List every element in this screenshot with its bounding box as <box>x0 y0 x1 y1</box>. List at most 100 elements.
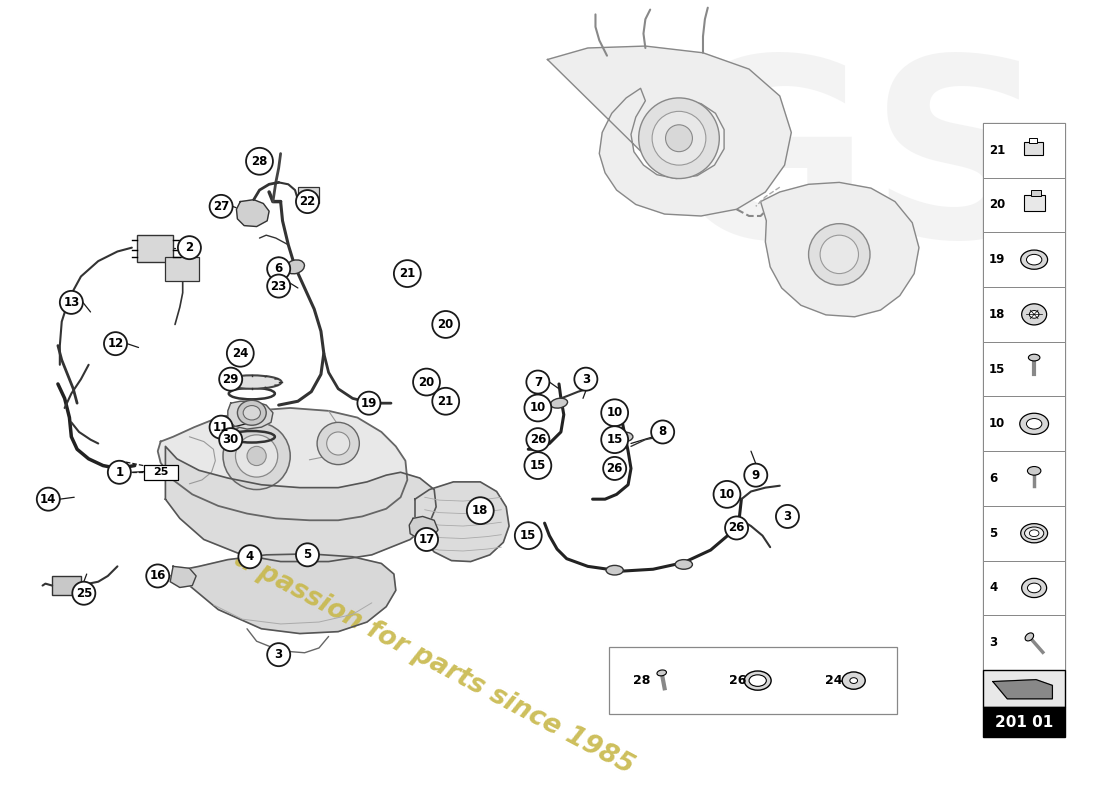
Text: 16: 16 <box>150 570 166 582</box>
Bar <box>144 465 178 480</box>
Text: 15: 15 <box>520 529 537 542</box>
Circle shape <box>246 148 273 174</box>
Circle shape <box>415 528 438 551</box>
Text: 22: 22 <box>299 195 316 208</box>
Polygon shape <box>157 408 407 520</box>
Circle shape <box>267 258 290 280</box>
Polygon shape <box>228 402 273 429</box>
Text: 4: 4 <box>989 582 998 594</box>
Bar <box>1024 195 1045 210</box>
Text: 21: 21 <box>438 394 454 408</box>
Bar <box>609 647 896 714</box>
Circle shape <box>745 464 768 486</box>
Text: 3: 3 <box>275 648 283 661</box>
Text: 10: 10 <box>719 488 735 501</box>
Text: 3: 3 <box>783 510 792 523</box>
Circle shape <box>466 498 494 524</box>
Text: 29: 29 <box>222 373 239 386</box>
Circle shape <box>603 457 626 480</box>
Ellipse shape <box>1028 354 1040 361</box>
Circle shape <box>358 392 381 414</box>
Ellipse shape <box>550 398 568 408</box>
Text: 201 01: 201 01 <box>996 715 1053 730</box>
Circle shape <box>146 565 169 587</box>
Bar <box>165 258 199 282</box>
Circle shape <box>821 235 858 274</box>
Text: 18: 18 <box>472 504 488 517</box>
Circle shape <box>652 111 706 165</box>
Text: 28: 28 <box>251 154 267 168</box>
Bar <box>983 615 1065 670</box>
Bar <box>52 576 81 595</box>
Text: GS: GS <box>664 47 1049 289</box>
Text: 26: 26 <box>728 522 745 534</box>
Text: 27: 27 <box>213 200 229 213</box>
Text: 6: 6 <box>989 472 998 485</box>
Circle shape <box>776 505 799 528</box>
Text: 15: 15 <box>606 433 623 446</box>
Circle shape <box>210 416 232 438</box>
Bar <box>983 561 1065 615</box>
Ellipse shape <box>1030 530 1040 537</box>
Text: 10: 10 <box>606 406 623 419</box>
Bar <box>983 287 1065 342</box>
Text: 17: 17 <box>418 533 434 546</box>
Text: 1: 1 <box>116 466 123 478</box>
Bar <box>1030 138 1037 142</box>
Text: 26: 26 <box>606 462 623 475</box>
Text: 25: 25 <box>153 467 168 478</box>
Ellipse shape <box>606 566 624 575</box>
Bar <box>983 123 1065 178</box>
Ellipse shape <box>1020 414 1048 434</box>
Text: 24: 24 <box>825 674 843 687</box>
Ellipse shape <box>843 672 866 690</box>
Bar <box>983 178 1065 232</box>
Text: 5: 5 <box>304 548 311 562</box>
Text: 11: 11 <box>213 421 229 434</box>
Ellipse shape <box>1021 250 1047 270</box>
Ellipse shape <box>286 260 305 274</box>
Text: 5: 5 <box>989 526 998 540</box>
Circle shape <box>235 435 277 477</box>
Circle shape <box>714 481 740 508</box>
Circle shape <box>432 311 459 338</box>
Text: 26: 26 <box>530 433 546 446</box>
Circle shape <box>808 224 870 285</box>
Bar <box>1032 190 1041 196</box>
Text: 28: 28 <box>632 674 650 687</box>
Circle shape <box>227 340 254 366</box>
Circle shape <box>327 432 350 455</box>
Text: 3: 3 <box>582 373 590 386</box>
Circle shape <box>527 370 549 394</box>
Circle shape <box>574 368 597 390</box>
Circle shape <box>602 399 628 426</box>
Text: 8: 8 <box>659 426 667 438</box>
Text: 30: 30 <box>222 433 239 446</box>
Ellipse shape <box>1025 633 1034 641</box>
Bar <box>983 232 1065 287</box>
Text: 20: 20 <box>989 198 1005 211</box>
Text: 14: 14 <box>40 493 56 506</box>
Bar <box>298 187 319 202</box>
Bar <box>983 506 1065 561</box>
Text: 15: 15 <box>530 459 546 472</box>
Circle shape <box>248 446 266 466</box>
Circle shape <box>73 582 96 605</box>
Ellipse shape <box>1022 578 1046 598</box>
Circle shape <box>602 426 628 453</box>
Polygon shape <box>415 482 509 562</box>
Bar <box>983 707 1065 738</box>
Text: 20: 20 <box>438 318 454 331</box>
Ellipse shape <box>238 400 266 426</box>
Circle shape <box>223 422 290 490</box>
Text: 2: 2 <box>186 241 194 254</box>
Text: 7: 7 <box>534 375 542 389</box>
Circle shape <box>296 190 319 213</box>
Bar <box>983 342 1065 397</box>
Text: 21: 21 <box>989 144 1005 157</box>
Ellipse shape <box>1024 527 1044 539</box>
Circle shape <box>104 332 126 355</box>
Text: 25: 25 <box>76 586 92 600</box>
Bar <box>983 451 1065 506</box>
Circle shape <box>219 368 242 390</box>
